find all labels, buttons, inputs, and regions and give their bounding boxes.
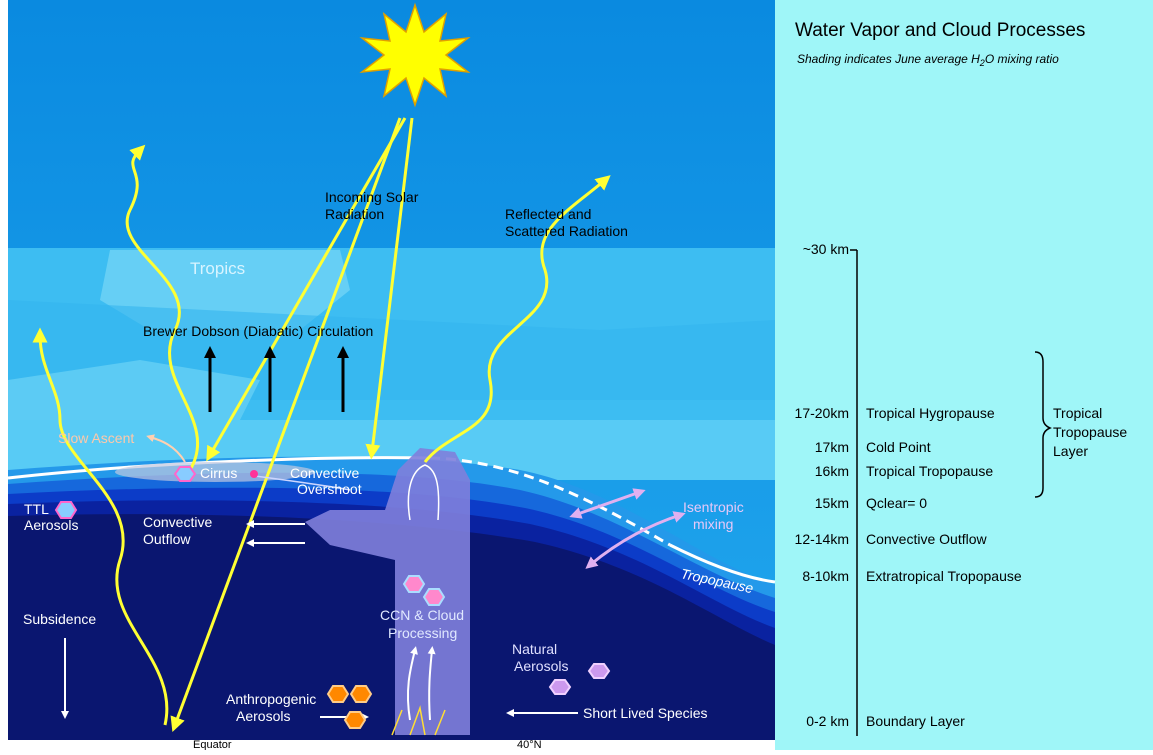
bracket [1034,351,1052,498]
bracket-label: Layer [1053,443,1088,459]
label: TTL [24,501,49,517]
altitude: 15km [815,495,849,511]
label: CCN & Cloud [380,607,464,623]
reflected-ray [423,175,611,463]
aerosol [343,711,367,729]
label: Slow Ascent [58,430,134,446]
level-name: Convective Outflow [866,531,987,547]
convective-cloud [305,448,470,735]
overshoot-pointer [254,475,351,491]
sun [359,2,471,108]
label: Natural [512,641,557,657]
label: Incoming Solar [325,189,419,205]
altitude: 16km [815,463,849,479]
overshoot-line [407,464,440,521]
latitude-label: 40°N [517,739,542,750]
level-name: Cold Point [866,439,931,455]
mixing-arrow [585,511,686,569]
aerosol [587,663,611,679]
altitude: 8-10km [802,568,849,584]
label: Aerosols [236,708,290,724]
label: Short Lived Species [583,705,708,721]
level-name: Qclear= 0 [866,495,927,511]
altitude: 0-2 km [806,713,849,729]
aerosol [548,679,572,695]
solar-ray [170,117,402,733]
aerosol [173,466,197,482]
solar-ray [365,117,414,460]
solar-ray [206,117,407,462]
aerosol [250,470,258,478]
aerosol [326,685,350,703]
label: mixing [693,516,733,532]
aerosol [54,501,78,519]
label: Reflected and [505,206,591,222]
label: Aerosols [24,517,78,533]
level-name: Extratropical Tropopause [866,568,1022,584]
slow-ascent-arrow [146,434,186,463]
label: Convective [290,465,359,481]
bracket-label: Tropopause [1053,424,1127,440]
updraft-arrow [427,646,436,721]
subtitle-text: O mixing ratio [985,52,1059,66]
mixing-arrow [569,488,646,519]
subtitle-text: Shading indicates June average H [797,52,980,66]
label: Outflow [143,531,191,547]
label: Convective [143,514,212,530]
reflected-ray [32,327,169,726]
label: Tropics [190,259,245,278]
label: Overshoot [297,481,362,497]
label: Radiation [325,206,384,222]
altitude-levels: ~30 km 17-20km Tropical Hygropause 17km Cold… [795,241,1022,729]
label: Cirrus [200,465,237,481]
band [8,514,775,740]
label: Brewer Dobson (Diabatic) Circulation [143,323,373,339]
patch [8,360,260,420]
label: Subsidence [23,611,96,627]
subtitle-subscript: 2 [979,58,985,68]
level-name: Boundary Layer [866,713,965,729]
legend-panel [775,0,1153,750]
title: Water Vapor and Cloud Processes [795,20,1085,41]
altitude: 17km [815,439,849,455]
altitude: 12-14km [795,531,849,547]
updraft-arrow [406,646,418,721]
latitude-label: Equator [193,739,232,750]
level-name: Tropical Tropopause [866,463,993,479]
reflected-ray [125,144,199,471]
altitude: 17-20km [795,405,849,421]
aerosol [402,575,426,593]
label: Isentropic [683,499,744,515]
subtitle: Shading indicates June average H2O mixin… [797,52,1059,68]
aerosol [422,588,446,606]
level-name: Tropical Hygropause [866,405,995,421]
tropopause-line [7,456,431,480]
label: Scattered Radiation [505,223,628,239]
bracket-label: Tropical [1053,405,1102,421]
aerosol [349,685,373,703]
lightning [391,705,446,736]
altitude: ~30 km [803,241,849,257]
label: Processing [388,625,457,641]
label: Anthropogenic [226,691,316,707]
label: Aerosols [514,658,568,674]
